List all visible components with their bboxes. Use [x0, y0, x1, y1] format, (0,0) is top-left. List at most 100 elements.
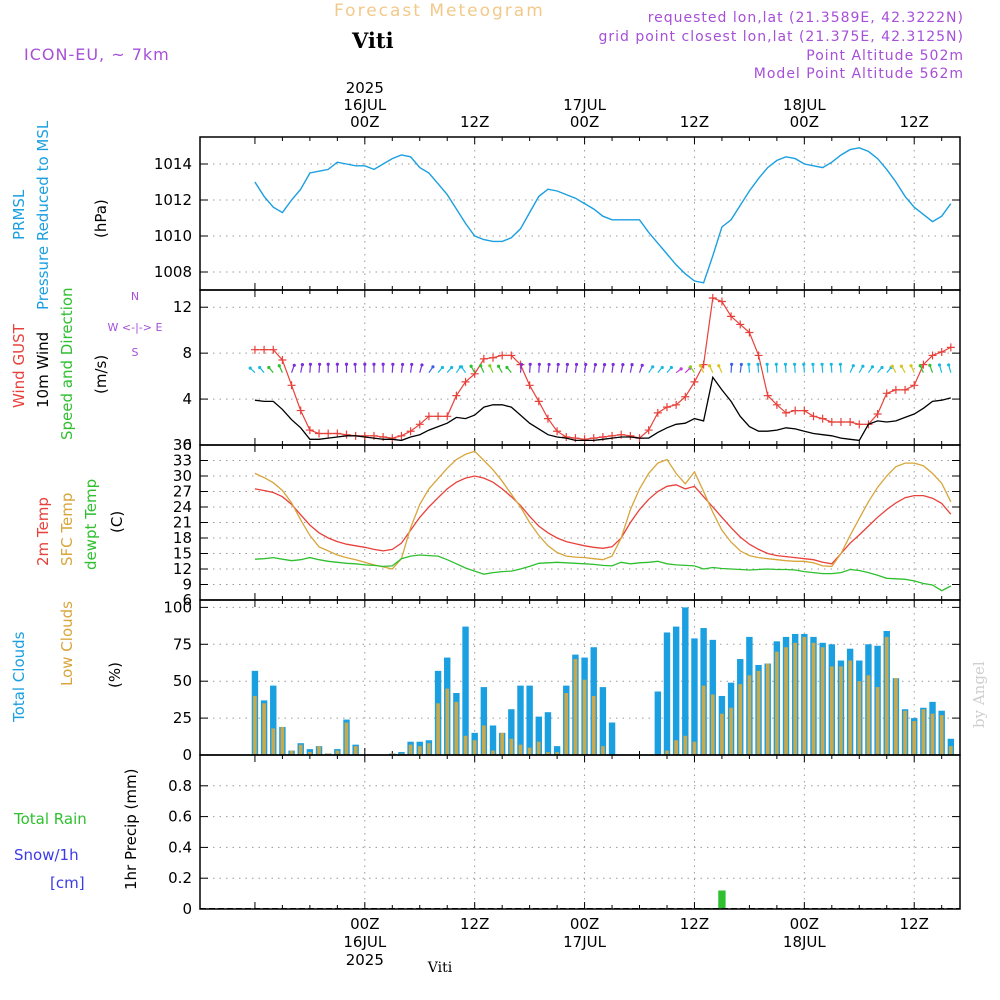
pressure-panel: 1008 1010 1012 1014 [154, 136, 961, 291]
gust-marker [626, 431, 635, 440]
pressure-line [254, 147, 952, 284]
gust-marker [315, 429, 324, 438]
wind-direction-arrowhead [479, 364, 483, 368]
top-axis-label: 00Z [790, 113, 819, 131]
direction-key-n: N [131, 290, 139, 303]
low-cloud-bar [573, 659, 578, 755]
rain-bar [718, 890, 726, 909]
total-cloud-bar [672, 626, 680, 755]
wind-direction-arrowhead [890, 364, 894, 368]
low-cloud-bar [427, 743, 431, 755]
footer-station: Viti [427, 960, 453, 976]
y-tick-label: 0.8 [168, 777, 192, 795]
total-cloud-bar [553, 746, 561, 755]
wind-direction-arrowhead [372, 362, 376, 366]
gust-marker [937, 348, 946, 356]
low-cloud-bar [784, 647, 788, 755]
low-cloud-bar [564, 693, 569, 755]
precip-label-unit: 1hr Precip (mm) [122, 769, 140, 890]
gust-marker [818, 414, 827, 423]
wind-label-unit: (m/s) [92, 355, 110, 394]
model-altitude: Model Point Altitude 562m [754, 66, 964, 82]
wind-direction-arrowhead [640, 363, 644, 367]
wind-direction-arrowhead [851, 364, 855, 368]
top-axis-label: 00Z [570, 113, 599, 131]
temp-label-dewpt: dewpt Temp [82, 479, 100, 570]
wind-direction-arrowhead [292, 363, 296, 367]
wind-direction-arrowhead [410, 362, 414, 367]
wind-direction-arrowhead [698, 364, 703, 368]
low-cloud-bar [848, 660, 852, 755]
wind-direction-arrowhead [574, 362, 579, 367]
low-cloud-bar [289, 750, 294, 755]
total-cloud-bar [682, 607, 689, 755]
forecast-title: Forecast Meteogram [334, 1, 545, 21]
y-tick-label: 0.6 [168, 808, 192, 826]
gust-marker [489, 353, 498, 362]
low-cloud-bar [353, 746, 358, 755]
wind-direction-arrowhead [918, 364, 922, 368]
top-axis-label: 18JUL [783, 96, 826, 114]
total-cloud-bar [654, 691, 662, 755]
gust-marker [269, 345, 278, 354]
gust-marker [525, 381, 534, 390]
low-cloud-bar [527, 747, 532, 755]
low-cloud-bar [894, 678, 898, 755]
total-cloud-bar [535, 716, 542, 755]
gust-marker [388, 434, 397, 443]
wind-direction-arrowhead [381, 362, 385, 366]
low-cloud-bar [308, 752, 312, 755]
gust-marker [717, 297, 726, 306]
wind-direction-arrowhead [300, 363, 304, 367]
bottom-axis-label: 00Z [350, 915, 379, 933]
gust-marker [324, 429, 333, 438]
gust-marker [800, 406, 809, 415]
top-axis-label: 12Z [680, 113, 709, 131]
low-cloud-bar [912, 721, 917, 755]
gust-marker [250, 345, 259, 354]
low-cloud-bar [930, 713, 935, 755]
gust-marker [901, 385, 910, 394]
wind-direction-arrowhead [258, 365, 262, 370]
total-cloud-bar [508, 709, 515, 755]
wind-direction-arrowhead [459, 365, 464, 369]
pressure-label-unit: (hPa) [92, 199, 110, 238]
bottom-axis-label: 16JUL [343, 933, 386, 951]
low-cloud-bar [866, 675, 871, 755]
low-cloud-bar [738, 684, 743, 755]
gust-marker [754, 351, 763, 360]
low-cloud-bar [555, 752, 559, 755]
direction-key-s: S [132, 346, 139, 359]
wind-direction-arrowhead [335, 362, 339, 366]
wind-direction-arrowhead [593, 363, 597, 367]
precipitation-panel: 0 0.2 0.4 0.6 0.8 [168, 754, 961, 918]
y-tick-label: 18 [173, 529, 192, 547]
gust-marker [287, 381, 296, 390]
y-tick-label: 50 [173, 672, 192, 690]
wind-labels: Wind GUST 10m Wind Speed and Direction (… [10, 287, 162, 440]
gust-marker [479, 354, 488, 363]
gust-marker [782, 408, 791, 417]
precip-labels: Total Rain Snow/1h [cm] 1hr Precip (mm) [13, 769, 140, 892]
wind-direction-arrowhead [391, 362, 395, 366]
gust-line [254, 297, 952, 440]
y-tick-label: 6 [182, 591, 192, 609]
gust-marker [791, 406, 800, 415]
gust-marker [708, 294, 717, 303]
bottom-axis-label: 12Z [680, 915, 709, 933]
wind-direction-arrowhead [505, 365, 509, 370]
gust-marker [644, 426, 653, 435]
gust-marker [434, 412, 443, 421]
low-cloud-bar [491, 750, 495, 755]
gust-marker [580, 435, 589, 444]
y-tick-label: 24 [173, 498, 192, 516]
bottom-axis-label: 18JUL [783, 933, 826, 951]
wind-direction-arrowhead [793, 362, 797, 366]
bottom-axis-label: 17JUL [563, 933, 606, 951]
wind-direction-arrowhead [688, 365, 693, 369]
wind-direction-arrowhead [519, 362, 524, 367]
low-cloud-bar [591, 695, 596, 755]
gust-marker [443, 412, 452, 421]
low-cloud-bar [344, 722, 349, 755]
bottom-axis-label: 00Z [790, 915, 819, 933]
